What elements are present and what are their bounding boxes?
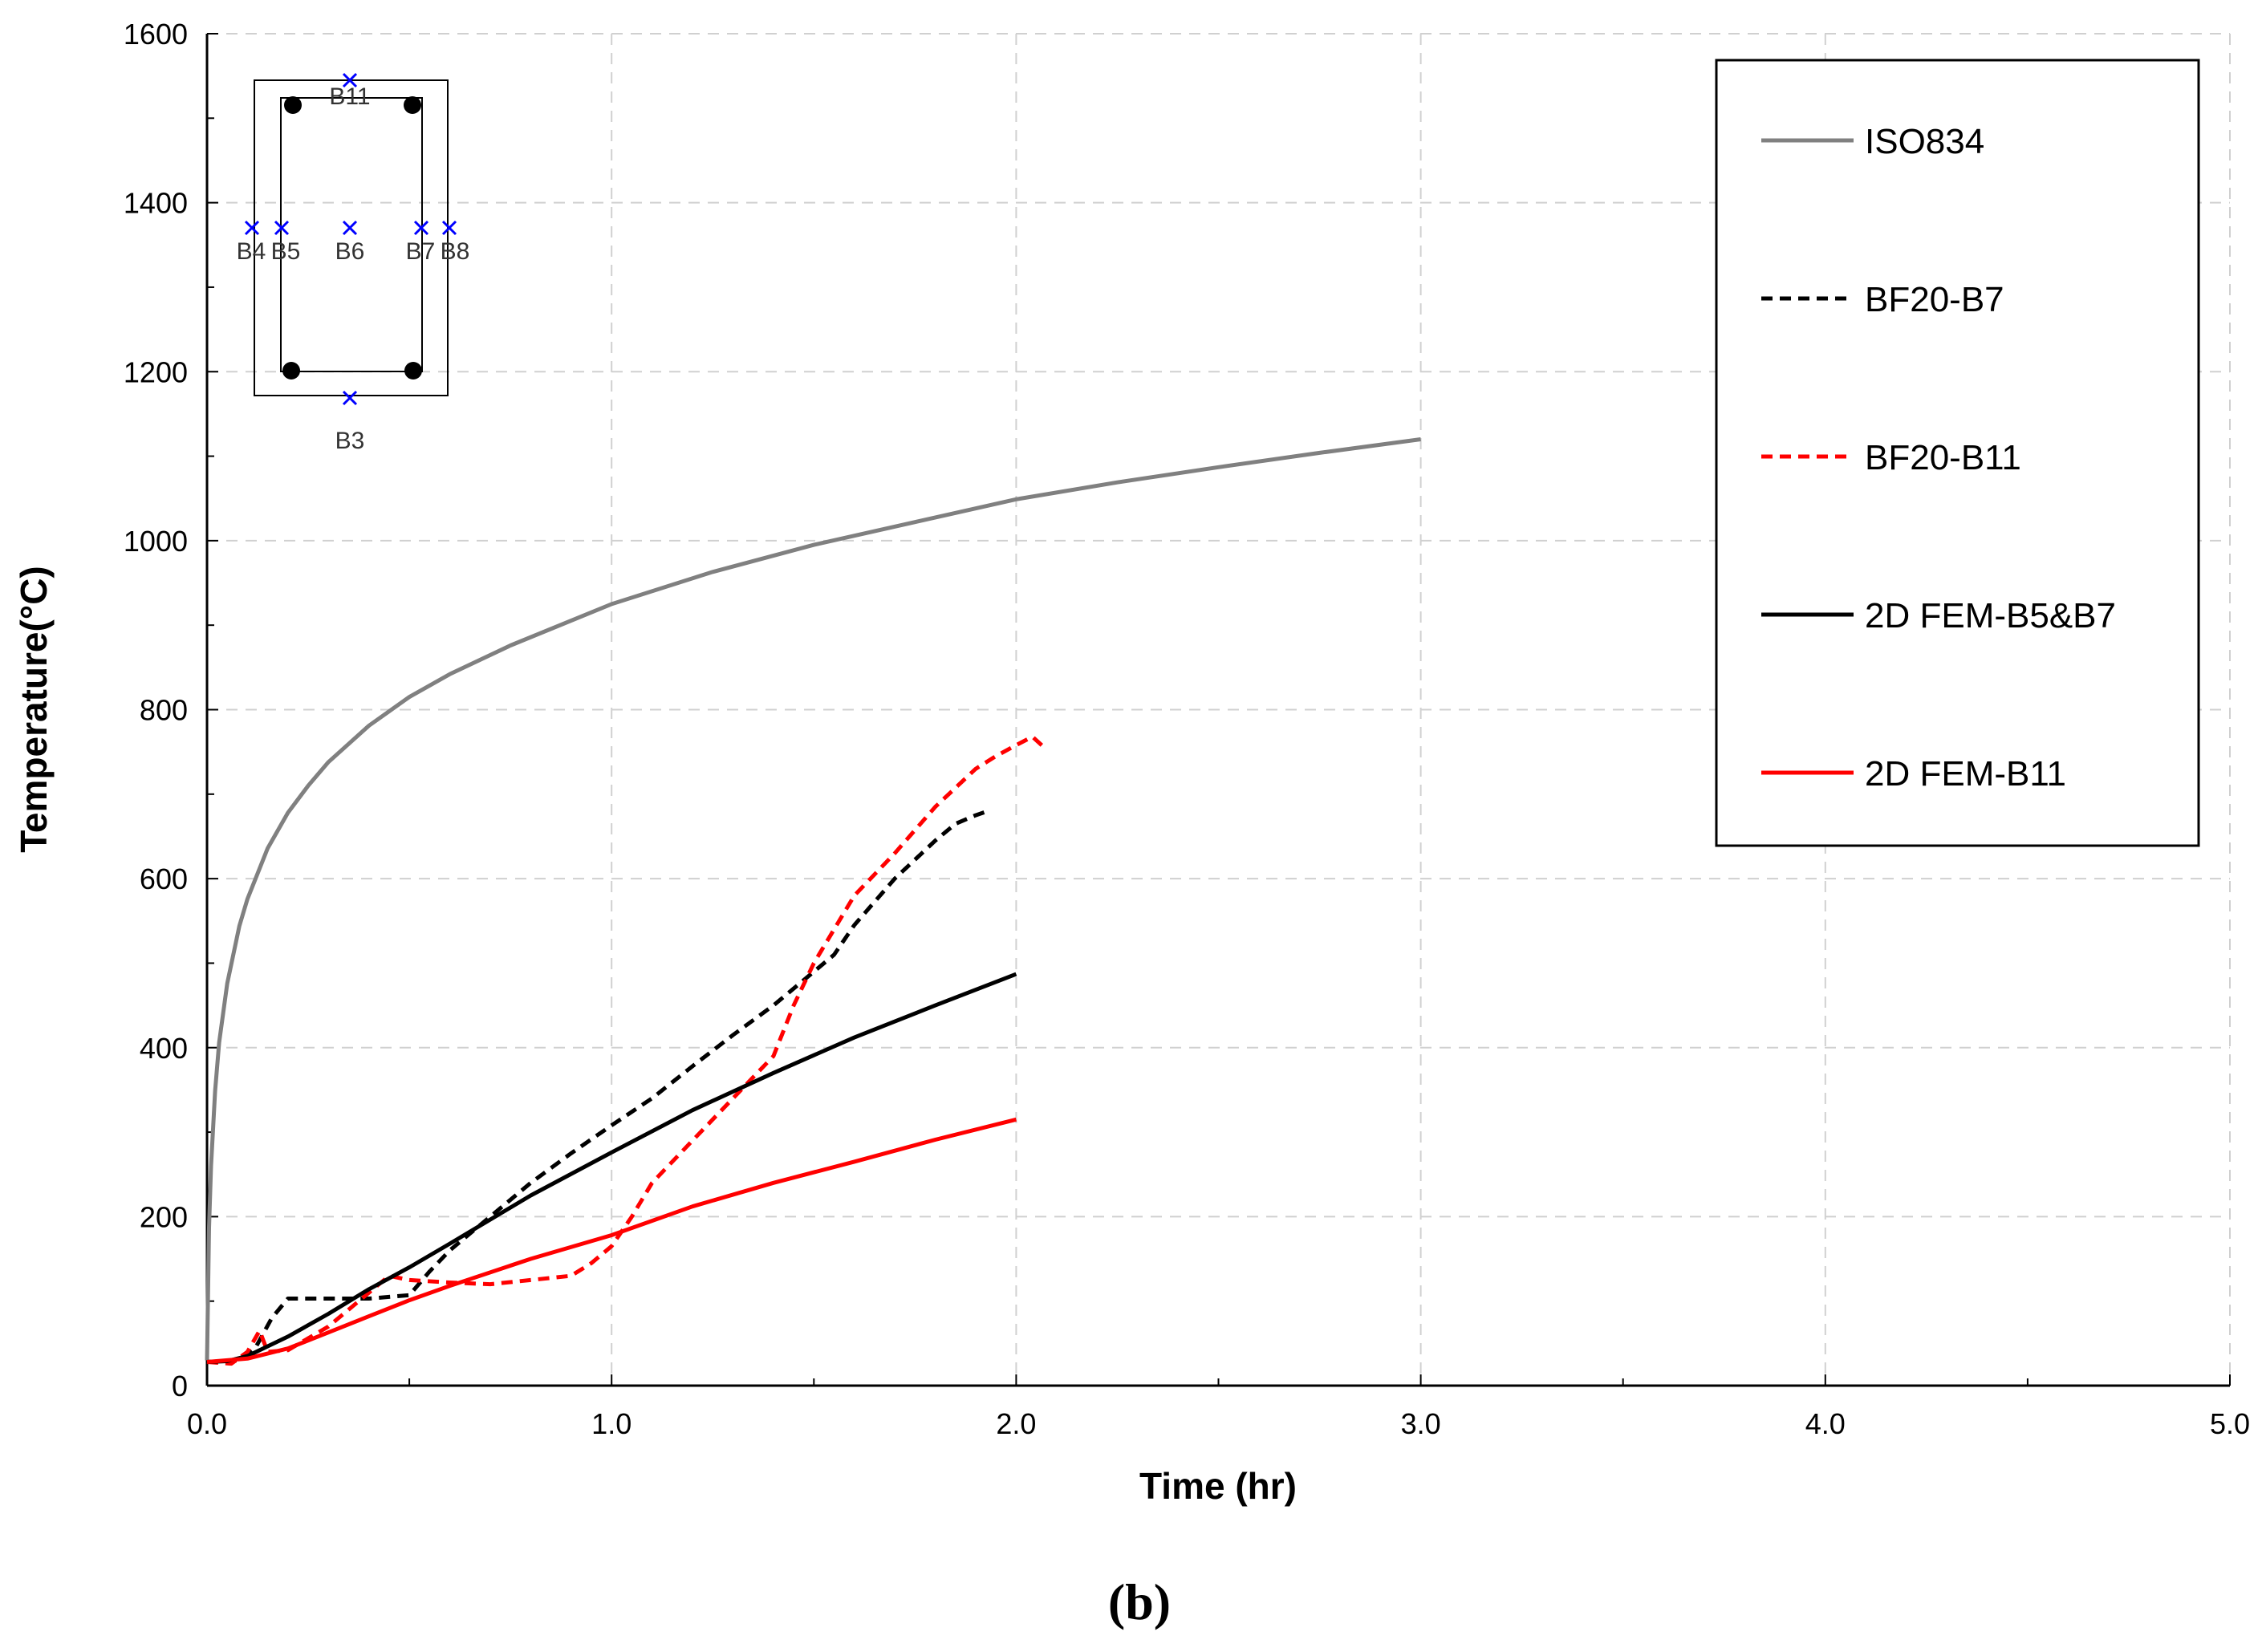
x-tick-label: 1.0	[591, 1407, 631, 1440]
stirrup-outline	[280, 97, 423, 372]
tick-labels: 0 200 400 600 800 1000 1200 1400 1600 0.0 1.0 2.0 3.…	[124, 18, 2250, 1440]
rebar-bottom-right	[404, 362, 422, 380]
x-tick-label: 4.0	[1805, 1407, 1846, 1440]
legend: ISO834 BF20-B7 BF20-B11 2D FEM-B5&B7 2D FEM-…	[1715, 59, 2200, 847]
y-tick-label: 200	[140, 1200, 188, 1233]
series-group	[205, 437, 1421, 1366]
series-line-2d-fem-b11	[206, 1117, 1017, 1364]
y-tick-label: 0	[172, 1370, 188, 1402]
sensor-label-b7: B7	[406, 238, 436, 265]
sensor-marker-b5	[274, 220, 290, 236]
legend-box	[1715, 59, 2200, 847]
y-tick-label: 1600	[124, 18, 188, 51]
legend-label-2d-fem-b11: 2D FEM-B11	[1865, 754, 2066, 794]
figure-caption: (b)	[1108, 1573, 1171, 1630]
x-tick-label: 0.0	[187, 1407, 227, 1440]
y-tick-label: 1200	[124, 355, 188, 388]
rebar-bottom-left	[282, 362, 300, 380]
sensor-label-b5: B5	[271, 238, 301, 265]
y-tick-label: 1000	[124, 525, 188, 558]
y-tick-label: 600	[140, 863, 188, 895]
y-tick-label: 1400	[124, 187, 188, 220]
sensor-label-b4: B4	[237, 238, 266, 265]
y-tick-label: 800	[140, 694, 188, 727]
x-tick-label: 2.0	[996, 1407, 1036, 1440]
cross-section-inset: B11 B4 B5 B6 B7 B8 B3	[237, 72, 470, 454]
sensor-label-b8: B8	[441, 238, 470, 265]
y-tick-label: 400	[140, 1032, 188, 1065]
x-axis-title: Time (hr)	[1139, 1465, 1297, 1507]
rebar-top-left	[284, 96, 302, 114]
x-tick-label: 3.0	[1401, 1407, 1441, 1440]
sensor-marker-b6	[342, 220, 358, 236]
legend-label-iso834: ISO834	[1865, 122, 1984, 161]
series-line-bf20-b7	[206, 809, 989, 1364]
sensor-marker-b4	[244, 220, 260, 236]
legend-label-bf20-b11: BF20-B11	[1865, 438, 2021, 477]
sensor-marker-b7	[413, 220, 429, 236]
sensor-marker-b11	[342, 72, 358, 88]
rebar-top-right	[404, 96, 421, 114]
sensor-label-b11: B11	[329, 83, 370, 110]
y-axis-title: Temperature(°C)	[13, 566, 55, 853]
sensor-markers	[244, 72, 457, 406]
x-tick-label: 5.0	[2210, 1407, 2250, 1440]
sensor-label-b6: B6	[335, 238, 365, 265]
grid	[207, 33, 2231, 1386]
legend-items: ISO834 BF20-B7 BF20-B11 2D FEM-B5&B7 2D FEM-…	[1761, 122, 2116, 794]
sensor-label-b3: B3	[335, 428, 365, 454]
sensor-marker-b3	[342, 390, 358, 406]
sensor-marker-b8	[441, 220, 457, 236]
series-line-iso834	[205, 437, 1421, 1361]
series-line-2d-fem-b5-b7	[206, 972, 1017, 1364]
legend-label-2d-fem-b5-b7: 2D FEM-B5&B7	[1865, 596, 2116, 635]
legend-label-bf20-b7: BF20-B7	[1865, 280, 2004, 319]
